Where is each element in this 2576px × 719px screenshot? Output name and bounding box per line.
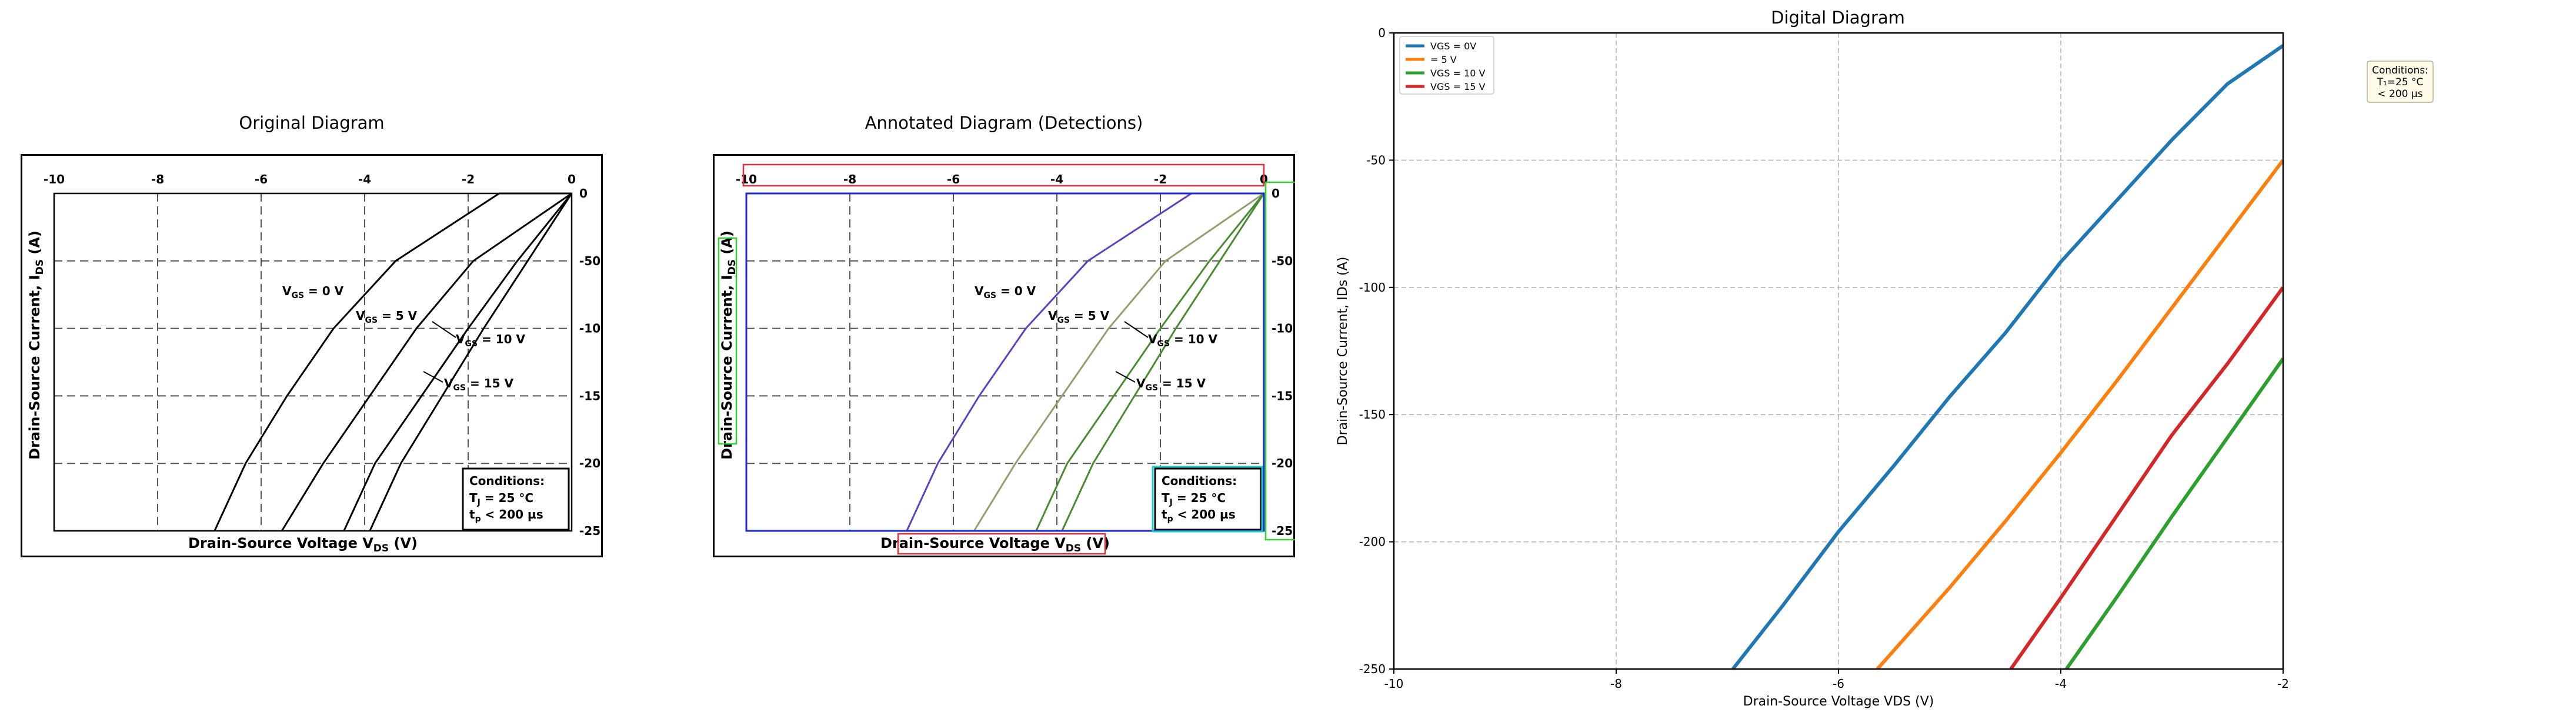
annot-conditions-tp: tp < 200 µs bbox=[1162, 507, 1236, 524]
detection-boxes bbox=[718, 163, 1295, 555]
legend-label: VGS = 15 V bbox=[1430, 81, 1486, 92]
src-curve bbox=[213, 192, 572, 531]
src-curve-label: VGS = 5 V bbox=[356, 309, 418, 325]
src-x-tick-label: -2 bbox=[1154, 172, 1167, 186]
src-curve-label: VGS = 15 V bbox=[1136, 376, 1206, 393]
series-line bbox=[1876, 159, 2283, 669]
digital-cond-line3: < 200 µs bbox=[2377, 88, 2422, 100]
original-chart: -10-8-6-4-200-50-100-150-200-250VGS = 0 … bbox=[21, 154, 603, 557]
annotated-chart: -10-8-6-4-200-50-100-150-200-250VGS = 0 … bbox=[713, 154, 1295, 557]
conditions-tp: tp < 200 µs bbox=[469, 507, 543, 524]
src-curve bbox=[369, 193, 573, 531]
detect-plot-area-box bbox=[745, 192, 1265, 532]
digital-diagram-title: Digital Diagram bbox=[1771, 8, 1905, 28]
legend-label: VGS = 0V bbox=[1430, 41, 1476, 52]
src-curve bbox=[1061, 193, 1265, 531]
digital-grid bbox=[1393, 32, 2284, 670]
src-y-tick-label: -150 bbox=[579, 389, 603, 403]
src-curve-label: VGS = 10 V bbox=[456, 332, 526, 349]
src-curve bbox=[1035, 193, 1265, 531]
digital-chart: -10 -8 -6 -4 -2 0 -50 -100 -150 -200 -250 Drain-So… bbox=[1336, 26, 2434, 709]
series-line bbox=[2065, 357, 2283, 669]
x-tick-label: -6 bbox=[1833, 677, 1844, 691]
original-xlabel: Drain-Source Voltage VDS (V) bbox=[188, 535, 418, 554]
src-leader-line bbox=[432, 321, 456, 338]
src-y-tick-label: -50 bbox=[579, 254, 600, 268]
detect-conditions-box bbox=[1152, 466, 1263, 533]
src-y-tick-label: -100 bbox=[579, 322, 603, 336]
annotated-conditions-box: Conditions: TJ = 25 °C tp < 200 µs bbox=[1154, 467, 1262, 531]
src-curve bbox=[973, 192, 1264, 531]
src-curve-label: VGS = 15 V bbox=[444, 376, 514, 393]
x-tick-label: -4 bbox=[2055, 677, 2067, 691]
y-tick-label: -250 bbox=[1359, 662, 1386, 676]
src-x-tick-label: -8 bbox=[151, 172, 164, 186]
src-y-tick-label: -200 bbox=[579, 456, 603, 470]
src-curve bbox=[281, 192, 572, 531]
y-tick-label: -150 bbox=[1359, 407, 1386, 422]
src-leader-line bbox=[1124, 321, 1149, 338]
annot-conditions-title: Conditions: bbox=[1162, 474, 1237, 488]
digital-conditions-annotation: Conditions: T₁=25 °C < 200 µs bbox=[2367, 61, 2434, 103]
src-y-tick-label: -50 bbox=[1272, 254, 1293, 268]
src-x-tick-label: -10 bbox=[44, 172, 65, 186]
x-tick-label: -2 bbox=[2277, 677, 2289, 691]
src-curve-label: VGS = 0 V bbox=[282, 284, 344, 300]
annotated-xlabel: Drain-Source Voltage VDS (V) bbox=[880, 535, 1110, 554]
original-ylabel: Drain-Source Current, IDS (A) bbox=[26, 230, 46, 460]
src-curve-label: VGS = 10 V bbox=[1148, 332, 1218, 349]
src-x-tick-label: -4 bbox=[1050, 172, 1063, 186]
detect-y-ticks-box bbox=[1264, 181, 1295, 541]
digital-legend: VGS = 0V = 5 V VGS = 10 V VGS = 15 V bbox=[1399, 36, 1494, 95]
src-y-tick-label: -200 bbox=[1272, 456, 1295, 470]
src-plot-border bbox=[53, 192, 573, 532]
detect-x-label-box bbox=[897, 533, 1106, 555]
src-leader-line bbox=[423, 371, 443, 383]
original-diagram-title: Original Diagram bbox=[239, 113, 385, 133]
annotated-ylabel: Drain-Source Current, IDS (A) bbox=[719, 230, 738, 460]
y-tick-label: -50 bbox=[1366, 153, 1386, 167]
original-conditions-box: Conditions: TJ = 25 °C tp < 200 µs bbox=[462, 467, 570, 531]
digital-cond-line2: T₁=25 °C bbox=[2377, 76, 2424, 88]
series-line bbox=[1731, 44, 2283, 669]
src-x-tick-label: 0 bbox=[568, 172, 576, 186]
digital-ylabel: Drain-Source Current, IDs (A) bbox=[1336, 257, 1350, 446]
src-curve-label: VGS = 0 V bbox=[975, 284, 1036, 300]
conditions-title: Conditions: bbox=[469, 474, 545, 488]
original-plot: -10-8-6-4-200-50-100-150-200-250VGS = 0 … bbox=[44, 172, 603, 538]
src-x-tick-label: -4 bbox=[358, 172, 371, 186]
src-y-tick-label: -100 bbox=[1272, 322, 1295, 336]
annot-conditions-tj: TJ = 25 °C bbox=[1162, 491, 1226, 507]
y-tick-label: 0 bbox=[1378, 26, 1386, 40]
series-line bbox=[2009, 286, 2283, 669]
x-tick-label: -8 bbox=[1610, 677, 1622, 691]
conditions-tj: TJ = 25 °C bbox=[469, 491, 533, 507]
digital-ticks: -10 -8 -6 -4 -2 0 -50 -100 -150 -200 -250 bbox=[1359, 26, 2289, 691]
annotated-diagram-title: Annotated Diagram (Detections) bbox=[865, 113, 1143, 133]
digital-cond-line1: Conditions: bbox=[2372, 65, 2428, 76]
legend-label: VGS = 10 V bbox=[1430, 68, 1486, 79]
x-tick-label: -10 bbox=[1384, 677, 1404, 691]
src-y-tick-label: -250 bbox=[1272, 524, 1295, 538]
legend-label: = 5 V bbox=[1430, 54, 1457, 65]
src-y-tick-label: -250 bbox=[579, 524, 603, 538]
detect-y-label-box bbox=[718, 237, 738, 445]
y-tick-label: -200 bbox=[1359, 535, 1386, 549]
src-y-tick-label: -150 bbox=[1272, 389, 1295, 403]
src-x-tick-label: -8 bbox=[843, 172, 856, 186]
digital-series bbox=[1731, 44, 2283, 669]
src-x-tick-label: -10 bbox=[736, 172, 757, 186]
src-curve-label: VGS = 5 V bbox=[1048, 309, 1110, 325]
src-y-tick-label: 0 bbox=[1272, 186, 1280, 200]
y-tick-label: -100 bbox=[1359, 280, 1386, 295]
detect-x-ticks-box bbox=[742, 163, 1265, 187]
src-x-tick-label: -6 bbox=[255, 172, 268, 186]
digital-xlabel: Drain-Source Voltage VDS (V) bbox=[1743, 694, 1934, 709]
src-leader-line bbox=[1115, 371, 1136, 383]
src-curve bbox=[343, 193, 573, 531]
src-x-tick-label: -6 bbox=[947, 172, 960, 186]
src-y-tick-label: 0 bbox=[579, 186, 588, 200]
src-x-tick-label: -2 bbox=[462, 172, 475, 186]
